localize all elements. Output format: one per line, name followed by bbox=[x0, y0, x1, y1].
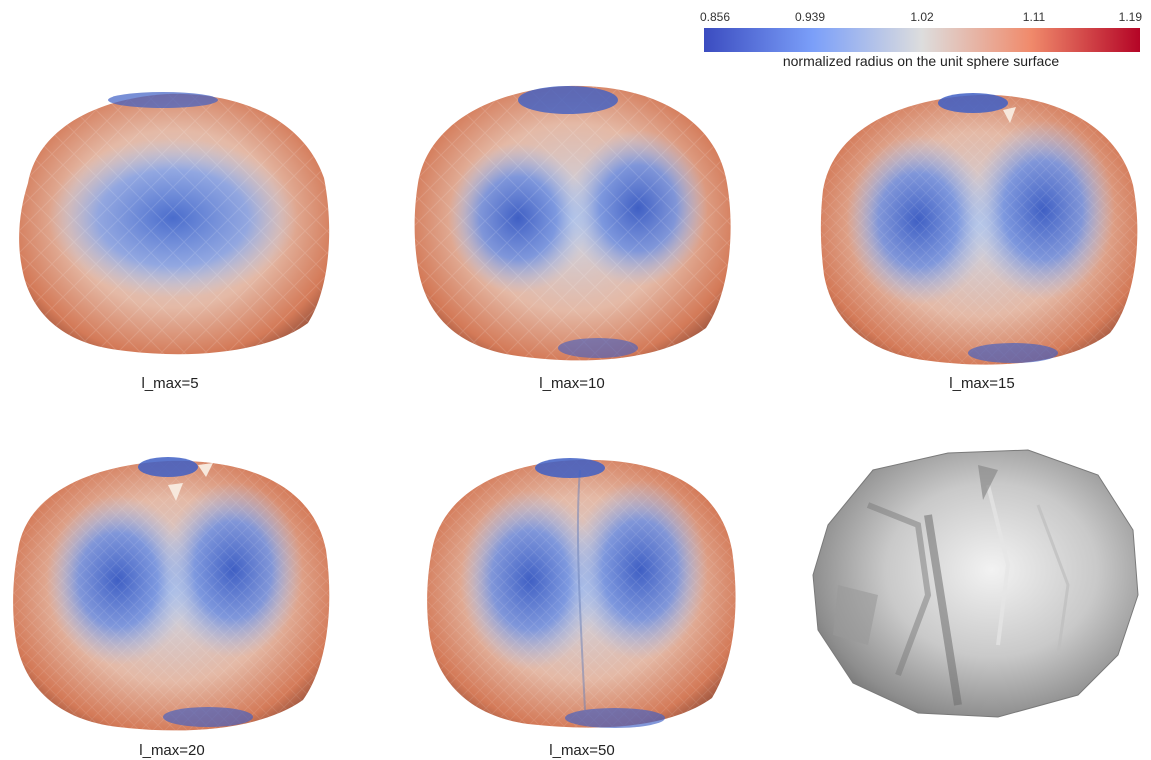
shape-panel-lmax20 bbox=[8, 455, 333, 735]
colorbar-gradient bbox=[704, 28, 1140, 52]
shape-render bbox=[820, 93, 1138, 365]
shape-render bbox=[19, 92, 330, 355]
shape-render bbox=[414, 85, 731, 361]
colorbar-tick: 1.11 bbox=[1022, 10, 1046, 24]
shape-render bbox=[13, 457, 330, 731]
panel-caption: l_max=10 bbox=[539, 375, 605, 392]
panel-caption: l_max=20 bbox=[139, 742, 205, 759]
panel-caption: l_max=5 bbox=[141, 375, 199, 392]
colorbar-tick: 1.02 bbox=[910, 10, 934, 24]
shape-panel-lmax15 bbox=[818, 85, 1143, 370]
colorbar-tick: 1.19 bbox=[1118, 10, 1142, 24]
colorbar-label: normalized radius on the unit sphere sur… bbox=[782, 53, 1060, 69]
colorbar-legend: 0.856 0.939 1.02 1.11 1.19 normalized ra… bbox=[700, 10, 1142, 69]
gray-mesh-render bbox=[812, 449, 1139, 718]
shape-panel-original-mesh bbox=[808, 445, 1143, 725]
panel-caption: l_max=15 bbox=[949, 375, 1015, 392]
colorbar-tick: 0.939 bbox=[794, 10, 826, 24]
shape-render bbox=[427, 458, 736, 728]
panel-caption: l_max=50 bbox=[549, 742, 615, 759]
colorbar-ticks: 0.856 0.939 1.02 1.11 1.19 bbox=[700, 10, 1142, 24]
shape-panel-lmax10 bbox=[408, 78, 733, 368]
shape-panel-lmax5 bbox=[8, 88, 333, 363]
shape-panel-lmax50 bbox=[420, 450, 740, 735]
colorbar-tick: 0.856 bbox=[700, 10, 731, 24]
